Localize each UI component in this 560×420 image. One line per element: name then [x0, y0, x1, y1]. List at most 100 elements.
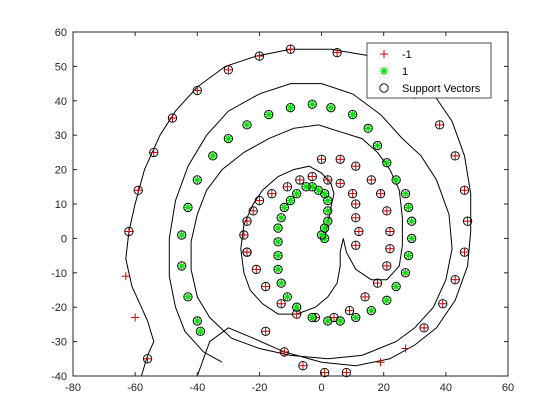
support-vector-neg-11: [254, 195, 265, 206]
point-neg-45: [460, 248, 469, 257]
point-neg-36: [280, 347, 289, 356]
star-d2: [178, 231, 186, 239]
point-neg-5: [336, 179, 345, 188]
star-d2: [367, 307, 375, 315]
support-vector-pos-27: [391, 281, 401, 292]
star-d2: [196, 327, 204, 335]
support-vector-pos-38: [347, 109, 358, 120]
x-tick-label-0: -80: [65, 382, 81, 394]
legend-label-0: -1: [402, 49, 412, 61]
point-pos-26: [382, 296, 391, 305]
support-vector-pos-12: [279, 202, 289, 213]
support-vector-pos-46: [192, 175, 202, 185]
support-vector-neg-18: [351, 161, 361, 171]
point-neg-39: [342, 368, 351, 377]
point-neg-44: [451, 275, 460, 284]
point-neg-53: [286, 45, 295, 54]
point-pos-32: [404, 203, 413, 212]
support-vector-pos-15: [273, 237, 283, 247]
point-neg-49: [435, 120, 444, 129]
star-d2: [184, 293, 192, 301]
point-neg-8: [295, 175, 304, 184]
support-vector-neg-19: [366, 175, 376, 185]
legend-marker-neg: [380, 50, 388, 58]
support-vector-neg-14: [239, 230, 249, 240]
support-vector-neg-8: [295, 175, 305, 185]
support-vector-pos-44: [223, 133, 234, 144]
y-tick-label-1: -30: [51, 337, 67, 349]
support-vector-pos-34: [391, 175, 401, 185]
support-vector-neg-33: [251, 264, 261, 275]
point-neg-26: [361, 292, 370, 301]
point-neg-37: [298, 361, 307, 370]
point-neg-31: [277, 299, 286, 308]
support-vector-neg-24: [382, 261, 392, 271]
point-pos-2: [320, 224, 329, 233]
support-vector-pos-49: [177, 261, 187, 271]
point-neg-4: [348, 189, 357, 198]
point-neg-21: [382, 206, 391, 215]
point-pos-22: [323, 316, 332, 325]
support-vector-neg-58: [149, 147, 159, 158]
support-vector-neg-53: [285, 44, 296, 54]
point-neg-57: [168, 114, 177, 122]
star-d2: [405, 252, 412, 260]
star-d2: [383, 296, 391, 304]
point-neg-23: [385, 244, 394, 253]
point-pos-17: [274, 265, 283, 274]
support-vector-pos-45: [208, 151, 218, 161]
point-neg-46: [463, 217, 472, 226]
point-neg-13: [243, 217, 251, 226]
point-neg-60: [124, 227, 133, 236]
point-pos-50: [183, 292, 192, 301]
support-vector-neg-10: [267, 189, 277, 199]
star-d2: [274, 238, 282, 246]
point-pos-52: [196, 327, 205, 336]
star-d2: [308, 314, 316, 321]
support-vector-neg-54: [254, 51, 265, 61]
point-neg-24: [382, 261, 391, 270]
star-d2: [327, 104, 335, 112]
support-vector-pos-52: [195, 326, 206, 336]
support-vector-neg-56: [192, 85, 202, 96]
support-vector-neg-22: [385, 226, 395, 237]
support-vector-pos-23: [335, 316, 345, 326]
point-neg-32: [261, 282, 270, 291]
star-d2: [274, 252, 282, 260]
star-d2: [265, 111, 273, 118]
support-vector-neg-34: [242, 247, 252, 257]
star-d2: [321, 190, 329, 198]
support-vector-neg-17: [335, 154, 345, 164]
star-d2: [392, 176, 400, 184]
support-vector-pos-48: [177, 230, 187, 240]
y-tick-label-6: 20: [55, 165, 67, 177]
support-vector-pos-10: [292, 189, 302, 199]
point-pos-41: [286, 103, 295, 112]
support-vector-neg-60: [124, 226, 134, 237]
point-pos-36: [373, 141, 382, 150]
support-vector-pos-51: [192, 316, 202, 326]
y-tick-label-2: -20: [51, 302, 67, 314]
support-vector-neg-45: [459, 247, 470, 257]
point-neg-17: [336, 155, 345, 164]
point-neg-48: [451, 151, 460, 160]
support-vector-neg-21: [382, 206, 392, 216]
support-vector-neg-1: [354, 226, 364, 237]
support-vector-pos-11: [285, 195, 296, 206]
point-neg-28: [330, 313, 338, 322]
support-vector-neg-44: [450, 275, 460, 285]
point-neg-25: [373, 279, 382, 288]
star-d2: [308, 183, 316, 191]
point-pos-6: [320, 189, 329, 198]
support-vector-neg-26: [360, 292, 370, 302]
support-vector-neg-13: [242, 216, 252, 226]
point-pos-33: [401, 189, 410, 198]
y-tick-label-4: 0: [61, 233, 67, 245]
point-pos-28: [401, 268, 410, 277]
point-pos-12: [280, 203, 289, 212]
support-vector-pos-35: [382, 158, 392, 168]
point-neg-40: [376, 358, 385, 367]
point-pos-35: [382, 158, 391, 167]
legend-marker-pos: [380, 67, 388, 75]
star-d2: [324, 197, 332, 204]
